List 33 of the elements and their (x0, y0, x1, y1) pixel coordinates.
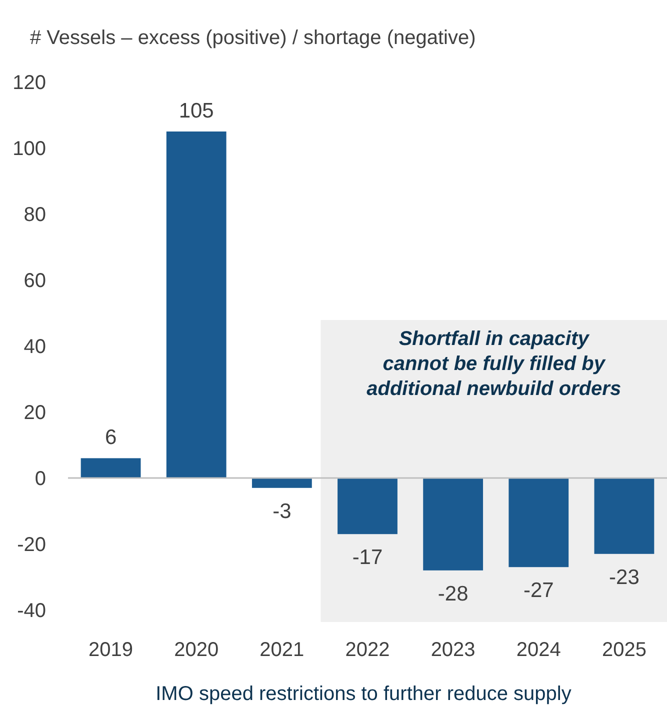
y-tick-label: 80 (24, 204, 46, 226)
y-tick-label: 120 (12, 72, 46, 94)
bar (508, 478, 569, 568)
y-tick-label: -20 (17, 534, 46, 556)
y-tick-label: 100 (12, 138, 46, 160)
text: IMO speed restrictions to further reduce supply (156, 683, 572, 705)
bar (338, 478, 398, 534)
data-label: 105 (178, 100, 214, 122)
y-axis-title: # Vessels – excess (positive) / shortage (negative) (30, 27, 476, 49)
bar (252, 478, 312, 488)
x-tick-label: 2022 (345, 639, 390, 661)
bar (594, 478, 654, 554)
y-tick-label: -40 (17, 600, 46, 622)
y-tick-label: 40 (24, 336, 46, 358)
data-label: -17 (352, 546, 383, 570)
data-label: -3 (272, 500, 292, 523)
x-tick-label: 2023 (430, 639, 476, 661)
y-tick-label: 60 (24, 270, 46, 292)
data-label: -27 (523, 579, 554, 602)
data-label: 6 (104, 426, 117, 450)
x-tick-label: 2019 (88, 639, 134, 661)
band-label: Shortfall in capacity cannot be fully filled by additional newbuild orders (366, 328, 622, 400)
data-label: -28 (438, 582, 468, 606)
y-tick-label: 20 (24, 402, 46, 424)
y-tick-label: 0 (34, 468, 46, 490)
x-tick-label: 2025 (602, 639, 646, 661)
bar (166, 132, 226, 478)
data-label: -23 (609, 566, 640, 589)
x-tick-label: 2020 (174, 639, 219, 661)
x-tick-label: 2021 (260, 639, 304, 661)
bar (80, 458, 141, 478)
x-tick-label: 2024 (516, 639, 561, 661)
bar (423, 478, 484, 570)
